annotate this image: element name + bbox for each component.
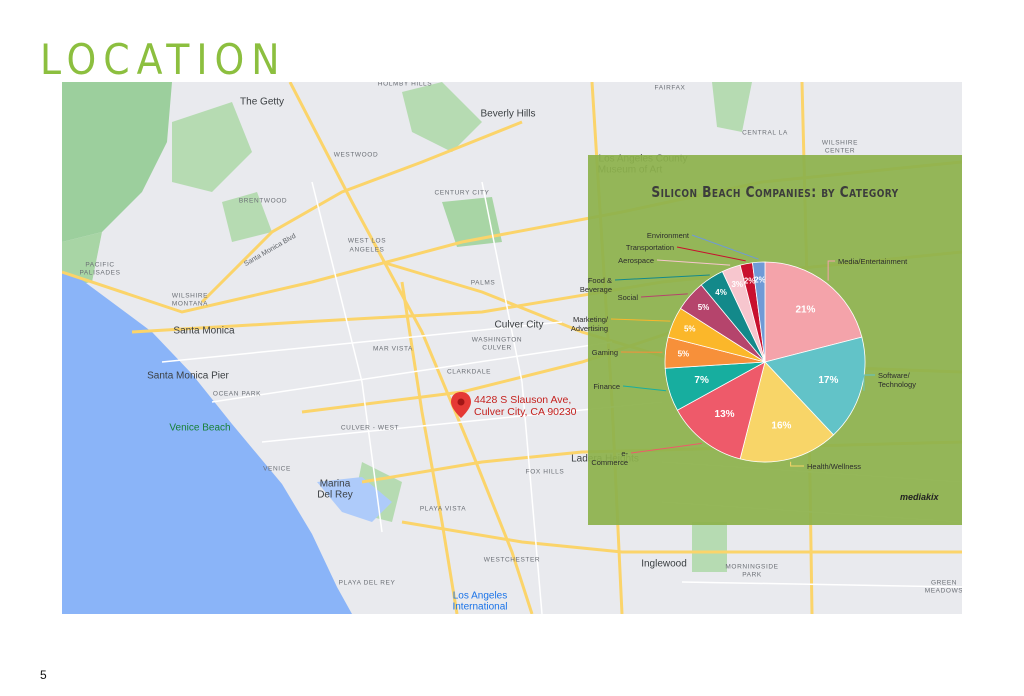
map-label: Santa Monica Pier <box>147 371 229 382</box>
category-label: Finance <box>593 382 620 391</box>
map-label: ANGELES <box>350 247 385 254</box>
pie-chart: 21%17%16%13%7%5%5%5%4%3% 2%2% <box>610 234 875 467</box>
map-label: CENTRAL LA <box>742 130 788 137</box>
map-label: PLAYA VISTA <box>420 506 466 513</box>
map-label: MORNINGSIDE <box>725 564 778 571</box>
map-label: Culver City <box>495 320 544 331</box>
map-label: CULVER <box>482 345 512 352</box>
value-label: 3% <box>731 280 743 289</box>
chart-panel: 21% 17% 16% 13% 7% 5% 5% 5% 4% 3% 2% 2% Silicon Bea… <box>571 155 962 525</box>
map-label: Del Rey <box>317 490 353 501</box>
map-label: WASHINGTON <box>472 337 522 344</box>
pie-slice <box>764 261 863 363</box>
map-label: FAIRFAX <box>655 85 686 92</box>
map-label: PARK <box>742 572 762 579</box>
leader-line <box>656 259 731 266</box>
category-label: e-Commerce <box>591 449 628 467</box>
leader-line <box>863 374 875 391</box>
category-label: Environment <box>646 231 689 240</box>
map-label: VENICE <box>263 466 291 473</box>
leader-line <box>610 318 671 322</box>
value-label: 4% <box>715 288 727 297</box>
value-label: 5% <box>684 325 696 334</box>
category-label: Health/Wellness <box>807 462 862 471</box>
address-label: 4428 S Slauson Ave, <box>474 394 571 406</box>
address-label: Culver City, CA 90230 <box>474 406 577 418</box>
map-label: PALISADES <box>79 270 120 277</box>
category-label: Food & Beverage <box>579 276 612 294</box>
map-label: Inglewood <box>641 559 687 570</box>
map-label: MONTANA <box>172 301 208 308</box>
pie-slice <box>739 361 835 463</box>
logo: mediakix <box>900 492 939 502</box>
map-label: GREEN <box>931 580 957 587</box>
category-label: Transportation <box>625 243 674 252</box>
map-label: MAR VISTA <box>373 346 413 353</box>
map-label: CENTER <box>825 148 855 155</box>
leader-line <box>790 461 804 467</box>
category-label: Media/Entertainment <box>838 257 908 266</box>
leader-line <box>622 385 667 392</box>
map-label: PACIFIC <box>85 262 114 269</box>
map-label: MEADOWS <box>925 588 962 595</box>
category-label: Gaming <box>591 348 618 357</box>
map-label: Santa Monica <box>173 326 235 337</box>
pie-slice <box>764 336 866 436</box>
pin-dot <box>457 398 465 406</box>
map-label: Beverly Hills <box>480 109 535 120</box>
map-label: WEST LOS <box>348 238 386 245</box>
map-label: Marina <box>320 479 351 490</box>
value-label: 2% <box>744 277 756 286</box>
map-label: BRENTWOOD <box>239 198 287 205</box>
leader-line <box>676 246 746 262</box>
leader-line <box>614 274 710 281</box>
category-label: Marketing/ Advertising <box>570 315 608 333</box>
map-label: WESTWOOD <box>334 152 379 159</box>
map-label: CLARKDALE <box>447 369 491 376</box>
map-label: WILSHIRE <box>822 140 858 147</box>
value-label: 16% <box>771 421 791 432</box>
category-label: Aerospace <box>618 256 654 265</box>
leader-line <box>827 260 835 281</box>
chart-title: Silicon Beach Companies: by Category <box>651 183 899 201</box>
map-label: OCEAN PARK <box>213 391 261 398</box>
map-label: PLAYA DEL REY <box>339 580 396 587</box>
map-label: WILSHIRE <box>172 293 208 300</box>
map-label: CULVER - WEST <box>341 425 399 432</box>
value-label: 13% <box>715 409 735 420</box>
value-label: 5% <box>678 349 690 358</box>
value-label: 5% <box>698 303 710 312</box>
map-label: HOLMBY HILLS <box>378 82 432 88</box>
value-label: 2% <box>754 275 766 284</box>
slide-title: LOCATION <box>40 35 287 84</box>
value-label: 21% <box>795 304 815 315</box>
map-label: The Getty <box>240 97 284 108</box>
pie-slice <box>676 361 766 460</box>
category-label: Social <box>617 293 638 302</box>
leader-line <box>630 442 702 454</box>
leader-line <box>640 293 688 298</box>
category-label: Software/ Technology <box>878 371 916 389</box>
value-label: 7% <box>694 375 709 386</box>
map-label: WESTCHESTER <box>484 557 540 564</box>
map-label: CENTURY CITY <box>435 190 490 197</box>
map-label: FOX HILLS <box>526 469 565 476</box>
pie-slice <box>752 261 766 363</box>
map-label: PALMS <box>471 280 496 287</box>
map-label: Venice Beach <box>169 423 230 434</box>
page-number: 5 <box>40 668 47 682</box>
leader-line <box>691 234 759 260</box>
value-label: 17% <box>818 375 838 386</box>
map-label: International <box>452 602 507 613</box>
map-label: Los Angeles <box>453 591 508 602</box>
